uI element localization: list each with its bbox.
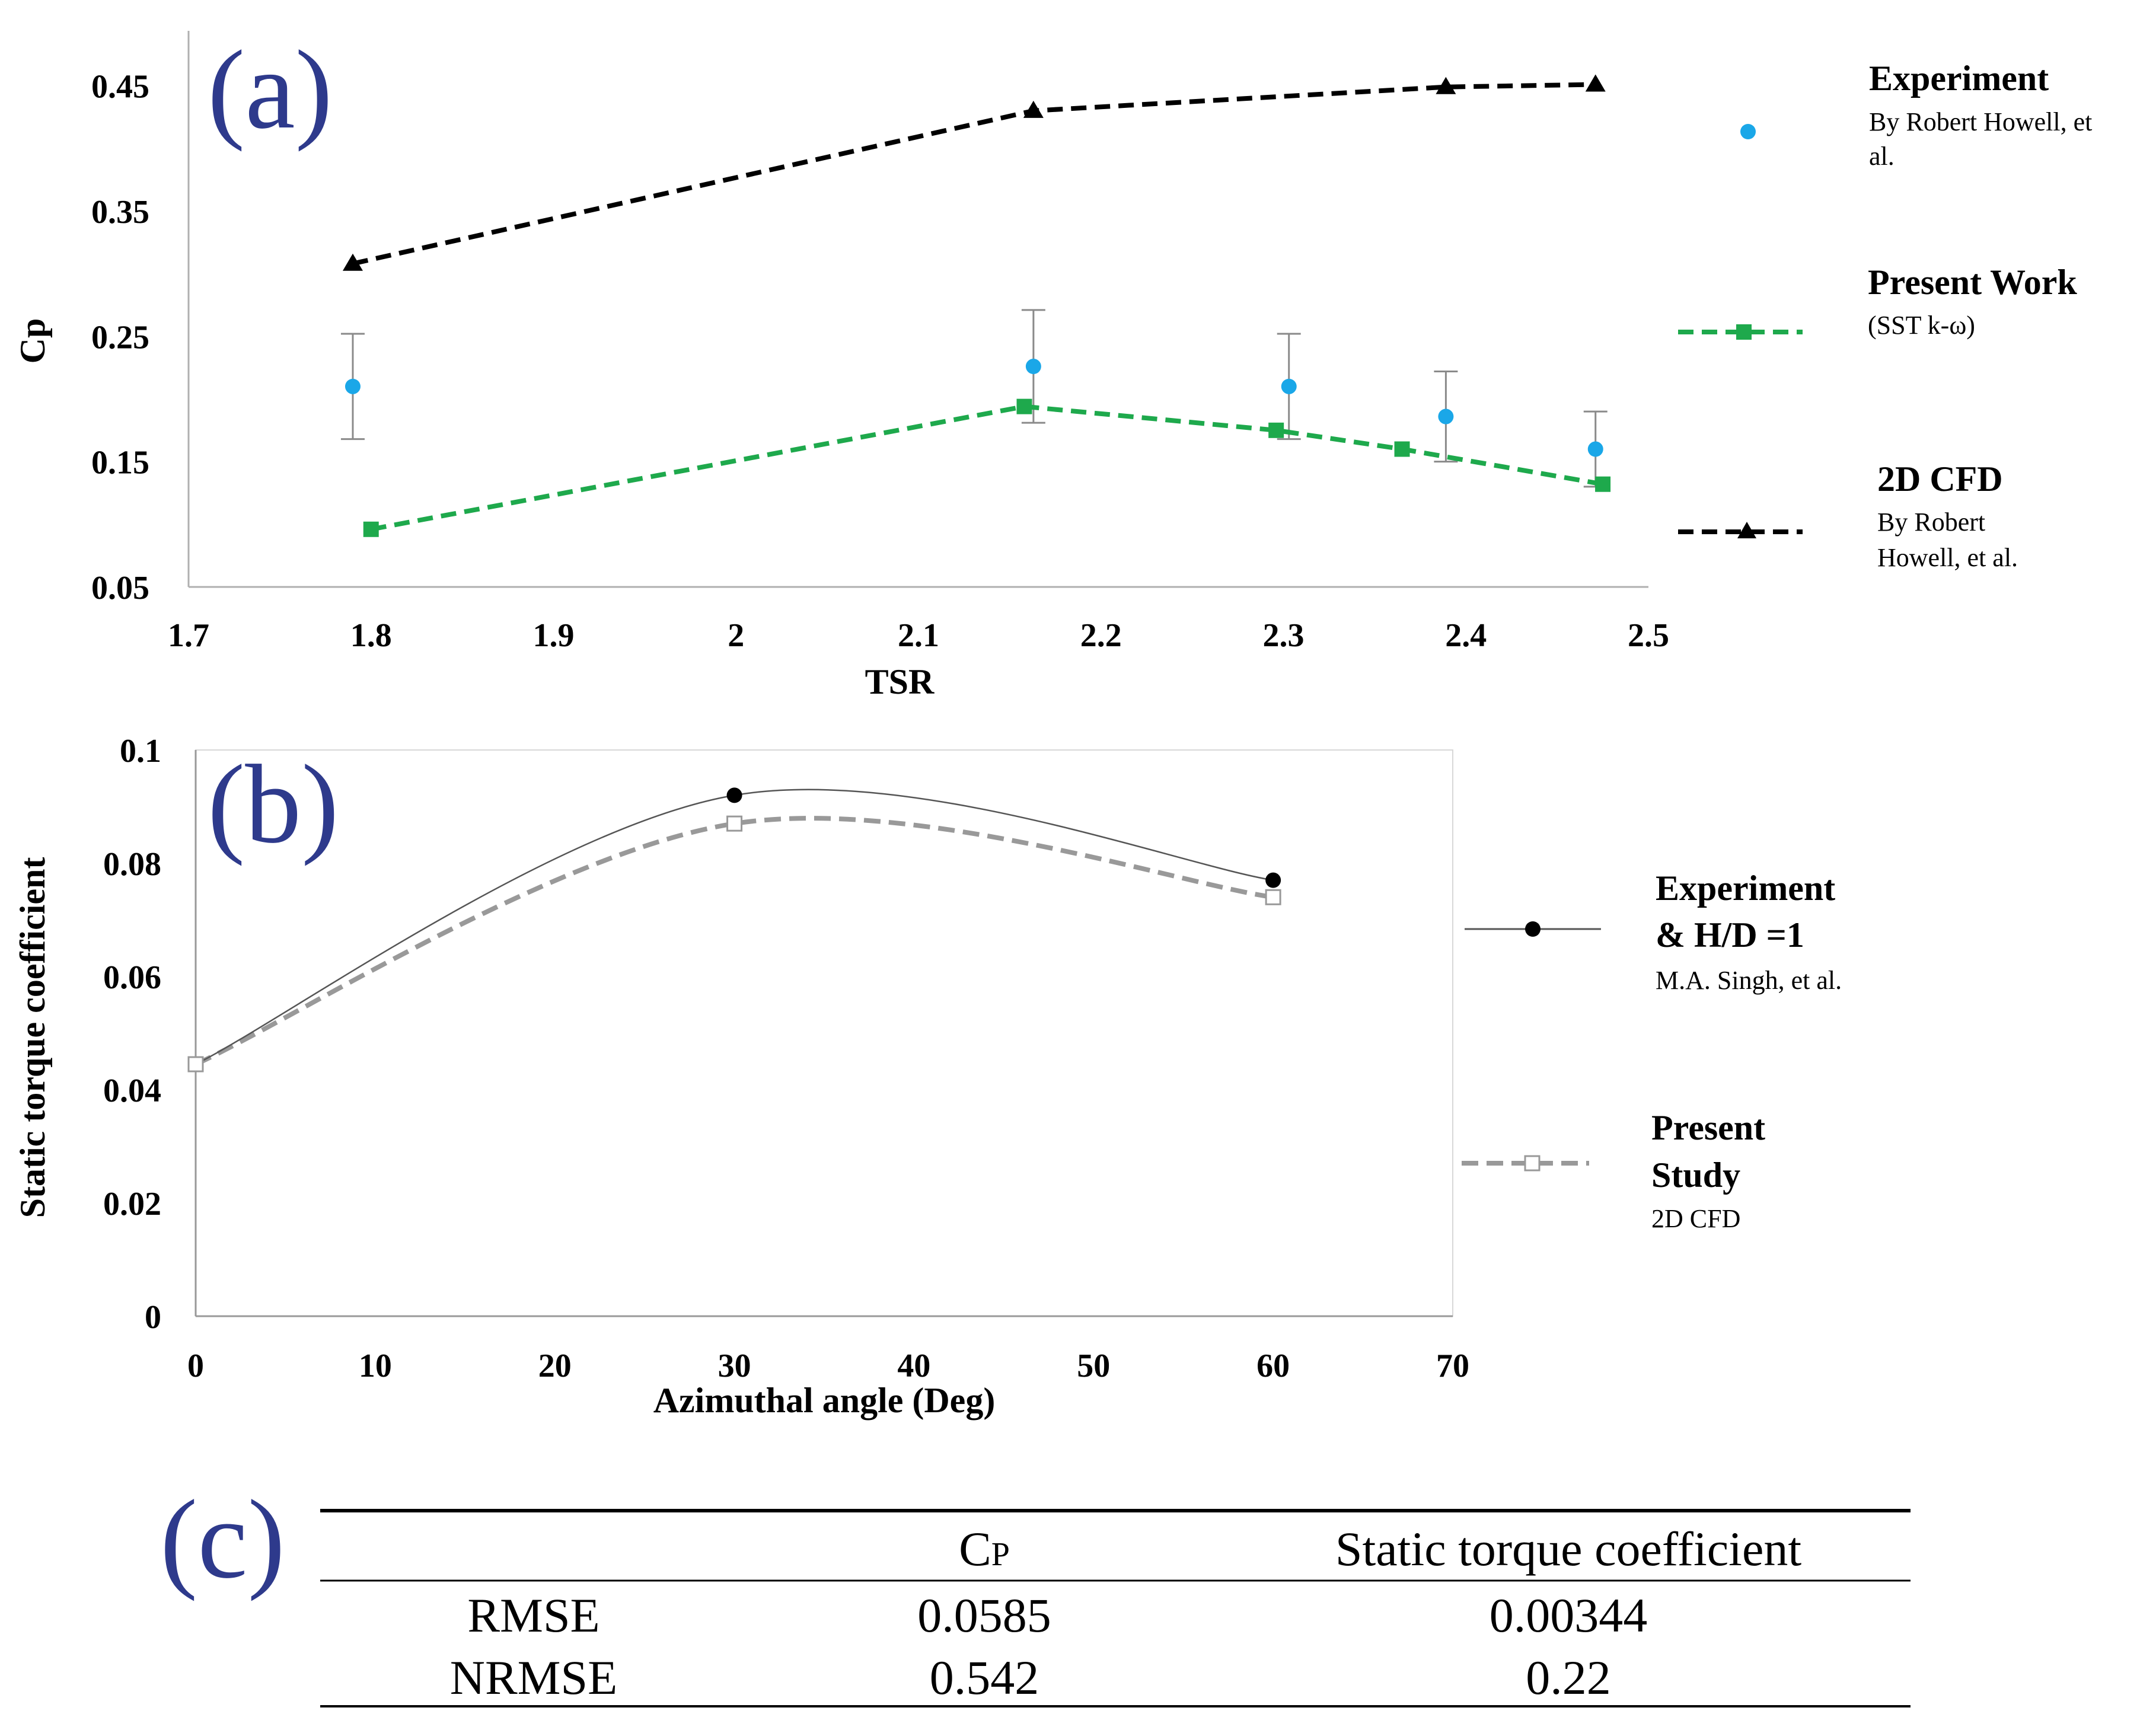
chart-b-y-tick-label: 0.08 (103, 846, 161, 883)
chart-b-y-tick-label: 0.02 (103, 1186, 161, 1223)
legend-a-present-title: Present Work (1868, 263, 2077, 302)
table-c-row-rmse-cp: 0.0585 (917, 1588, 1051, 1642)
chart-a-x-tick-label: 1.9 (533, 617, 575, 654)
chart-b-x-tick-label: 70 (1436, 1348, 1469, 1384)
chart-a-panel-label: (a) (208, 28, 333, 152)
chart-b-y-tick-label: 0.04 (103, 1073, 161, 1109)
chart-a-x-tick-label: 1.7 (168, 617, 209, 654)
legend-a-cfd-sub-2: Howell, et al. (1877, 543, 2018, 572)
chart-a-x-tick-label: 1.8 (350, 617, 392, 654)
chart-a-experiment-point (1438, 408, 1454, 424)
chart-a-present-work-point (1016, 398, 1032, 414)
legend-b-present-marker (1524, 1155, 1541, 1172)
chart-b-present-study-point (1265, 889, 1281, 905)
legend-a-present-marker (1736, 324, 1752, 340)
chart-b-experiment-point (1265, 872, 1281, 888)
chart-b-x-tick-label: 50 (1077, 1348, 1110, 1384)
table-c: (c) CP Static torque coefficient RMSE 0.… (160, 1477, 1911, 1707)
chart-a-y-label: Cp (13, 318, 52, 364)
legend-a-experiment-sub-1: By Robert Howell, et (1869, 107, 2092, 136)
legend-a-experiment-marker (1740, 124, 1756, 139)
chart-a-cfd-line (352, 82, 1596, 266)
chart-b-x-tick-label: 40 (897, 1348, 930, 1384)
legend-b-experiment-title-1: Experiment (1656, 869, 1835, 908)
legend-a-cfd-title: 2D CFD (1877, 459, 2003, 499)
chart-a-present-work-point (363, 521, 379, 537)
chart-a-x-tick-label: 2.1 (898, 617, 939, 654)
chart-a-experiment-point (1025, 359, 1041, 375)
legend-a-present-sub-1: (SST k-ω) (1868, 311, 1975, 340)
legend-b-present-title-1: Present (1651, 1108, 1765, 1147)
chart-b-present-study-line (194, 816, 1274, 1067)
chart-b-y-label: Static torque coefficient (13, 857, 52, 1218)
chart-b-x-tick-label: 60 (1256, 1348, 1290, 1384)
chart-a-x-tick-label: 2 (728, 617, 744, 654)
chart-b-plot-area (195, 749, 1453, 1317)
chart-a-cfd-point (342, 253, 363, 271)
chart-a-y-tick-label: 0.45 (91, 69, 149, 106)
chart-b: 0 10 20 30 40 50 60 70 0 0.02 0.04 0.06 0.08 0.1 Azi… (13, 733, 1469, 1420)
chart-a: 1.7 1.8 1.9 2 2.1 2.2 2.3 2.4 2.5 0.05 0.15 0.25 0.… (13, 28, 1669, 701)
legend-b-experiment-title-2: & H/D =1 (1656, 915, 1804, 955)
chart-a-y-tick-label: 0.25 (91, 319, 149, 356)
chart-b-x-tick-label: 30 (718, 1348, 751, 1384)
chart-a-present-work-point (1268, 422, 1284, 438)
legend-a-cfd-sub-1: By Robert (1877, 508, 1985, 537)
chart-a-x-tick-label: 2.3 (1263, 617, 1305, 654)
legend-a-experiment-title: Experiment (1869, 59, 2049, 98)
table-c-header-cp: CP (959, 1522, 1010, 1576)
chart-a-x-tick-label: 2.5 (1628, 617, 1669, 654)
table-c-row-nrmse-torque: 0.22 (1526, 1651, 1611, 1705)
legend-b-present-title-2: Study (1651, 1156, 1740, 1195)
chart-b-experiment-point (726, 787, 742, 803)
chart-a-cfd-point (1023, 100, 1044, 118)
chart-a-experiment-point (1587, 441, 1603, 457)
chart-b-present-study-point (726, 815, 743, 832)
table-c-row-nrmse-cp: 0.542 (930, 1651, 1039, 1705)
chart-a-y-tick-label: 0.15 (91, 445, 149, 481)
table-c-panel-label: (c) (160, 1477, 285, 1602)
legend-b-present-sub: 2D CFD (1651, 1204, 1740, 1233)
legend-a-experiment-sub-2: al. (1869, 142, 1895, 171)
chart-a-present-work-point (1394, 441, 1410, 457)
table-c-row-rmse-torque: 0.00344 (1490, 1588, 1648, 1642)
table-c-header-static-torque: Static torque coefficient (1335, 1522, 1802, 1576)
table-c-row-nrmse-label: NRMSE (450, 1651, 618, 1705)
chart-b-x-tick-label: 20 (538, 1348, 572, 1384)
legend-b-experiment-sub: M.A. Singh, et al. (1656, 966, 1842, 995)
chart-a-cfd-point (1436, 76, 1456, 94)
chart-b-legend: Experiment & H/D =1 M.A. Singh, et al. P… (1462, 869, 1842, 1233)
chart-a-y-tick-label: 0.35 (91, 194, 149, 231)
chart-b-y-tick-label: 0.1 (120, 733, 161, 770)
table-c-row-rmse-label: RMSE (467, 1588, 599, 1642)
chart-b-x-tick-label: 0 (187, 1348, 204, 1384)
chart-a-x-label: TSR (865, 662, 935, 701)
chart-a-present-work-line (371, 404, 1603, 532)
chart-a-x-tick-label: 2.4 (1445, 617, 1487, 654)
chart-b-present-study-point (187, 1056, 204, 1073)
chart-b-y-tick-label: 0.06 (103, 959, 161, 996)
chart-b-panel-label: (b) (208, 742, 339, 867)
legend-a-cfd-marker (1737, 522, 1756, 538)
chart-a-y-tick-label: 0.05 (91, 570, 149, 607)
chart-a-x-tick-label: 2.2 (1080, 617, 1122, 654)
chart-a-experiment-point (345, 378, 361, 394)
chart-a-cfd-point (1585, 74, 1606, 92)
chart-a-experiment-point (1281, 378, 1297, 394)
chart-a-legend: Experiment By Robert Howell, et al. Pres… (1678, 59, 2092, 572)
legend-b-experiment-marker (1525, 921, 1541, 937)
chart-b-y-tick-label: 0 (145, 1299, 161, 1336)
chart-b-x-label: Azimuthal angle (Deg) (653, 1381, 996, 1420)
chart-a-present-work-point (1595, 476, 1611, 492)
chart-b-x-tick-label: 10 (359, 1348, 392, 1384)
